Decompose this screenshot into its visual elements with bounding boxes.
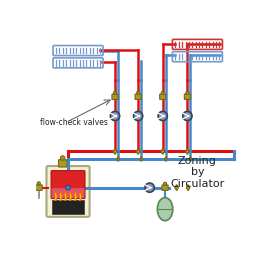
- FancyBboxPatch shape: [112, 94, 118, 99]
- Ellipse shape: [157, 198, 173, 221]
- Circle shape: [66, 185, 70, 190]
- FancyBboxPatch shape: [51, 171, 85, 199]
- Polygon shape: [136, 148, 140, 155]
- FancyBboxPatch shape: [135, 94, 141, 99]
- Circle shape: [137, 91, 140, 94]
- Circle shape: [145, 183, 154, 192]
- Circle shape: [60, 156, 65, 160]
- Text: flow-check valves: flow-check valves: [39, 118, 108, 127]
- Circle shape: [161, 91, 164, 94]
- Circle shape: [183, 111, 192, 121]
- Polygon shape: [117, 157, 120, 161]
- Circle shape: [134, 111, 143, 121]
- Polygon shape: [189, 157, 192, 161]
- Polygon shape: [113, 148, 117, 155]
- Circle shape: [113, 91, 116, 94]
- Polygon shape: [186, 185, 190, 191]
- Polygon shape: [175, 185, 178, 191]
- Circle shape: [164, 182, 167, 185]
- FancyBboxPatch shape: [184, 94, 190, 99]
- FancyBboxPatch shape: [52, 188, 85, 198]
- FancyBboxPatch shape: [59, 160, 67, 167]
- FancyBboxPatch shape: [162, 185, 168, 190]
- Text: Zoning
by
Circulator: Zoning by Circulator: [170, 156, 225, 189]
- Circle shape: [186, 91, 189, 94]
- Polygon shape: [186, 148, 189, 155]
- Circle shape: [110, 111, 120, 121]
- Polygon shape: [164, 157, 167, 161]
- Polygon shape: [161, 148, 165, 155]
- Circle shape: [158, 111, 167, 121]
- FancyBboxPatch shape: [35, 185, 42, 190]
- Polygon shape: [140, 157, 143, 161]
- FancyBboxPatch shape: [46, 166, 90, 217]
- FancyBboxPatch shape: [160, 94, 166, 99]
- Bar: [52, 200, 84, 214]
- Circle shape: [37, 182, 40, 185]
